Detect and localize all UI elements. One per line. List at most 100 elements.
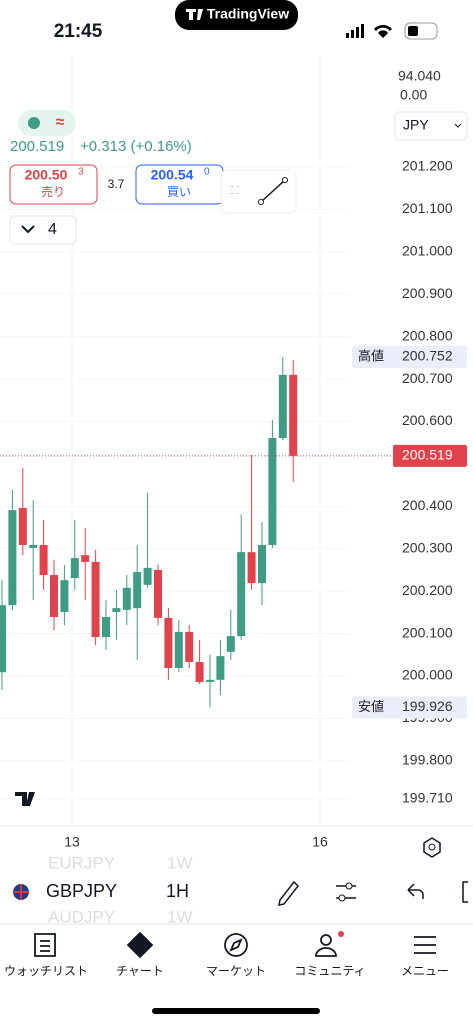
settings-icon[interactable] <box>423 837 441 858</box>
candle-body <box>50 575 58 618</box>
candle-body <box>185 631 194 663</box>
indicator-knob <box>345 882 353 890</box>
price-marker <box>352 696 467 719</box>
delayed-icon: ≈ <box>56 114 65 131</box>
nav-label: メニュー <box>401 964 449 978</box>
y-tick-label: 201.000 <box>402 243 453 259</box>
battery-level <box>408 26 418 36</box>
candle-body <box>247 552 256 584</box>
y-tick-label: 201.200 <box>402 158 453 174</box>
battery <box>404 22 438 40</box>
currency: JPY <box>403 117 429 133</box>
candle-body <box>133 572 142 609</box>
sell-price: 200.50 <box>25 167 68 183</box>
undo-icon[interactable] <box>407 883 424 899</box>
candle-body <box>174 631 183 668</box>
nav-label: ウォッチリスト <box>4 964 88 978</box>
candle-body <box>18 508 27 545</box>
candle-body <box>29 544 38 548</box>
drawing-tool-panel[interactable] <box>220 169 297 214</box>
y-tick-label: 200.200 <box>402 582 453 598</box>
nav-icons <box>34 931 436 959</box>
candle-body <box>70 558 79 579</box>
y-tick-label: 199.710 <box>402 790 453 806</box>
price-marker-label: 高値 <box>358 348 384 363</box>
y-tick-label: 201.100 <box>402 200 453 216</box>
y-tick-label: 200.100 <box>402 624 453 640</box>
y-tick-label: 200.300 <box>402 539 453 555</box>
indicator-count: 4 <box>48 221 57 238</box>
status-pill[interactable] <box>18 110 76 136</box>
faded-interval: 1W <box>167 907 193 926</box>
candle-body <box>206 679 214 682</box>
settings-icon-core <box>428 843 436 851</box>
faded-interval: 1W <box>167 853 193 872</box>
candle-body <box>122 587 131 610</box>
flag-cross <box>13 884 29 900</box>
watermark <box>15 792 35 806</box>
fullscreen-icon[interactable] <box>462 881 468 903</box>
y-tick-label: 200.700 <box>402 370 453 386</box>
y-tick-label: 200.900 <box>402 285 453 301</box>
clock: 21:45 <box>54 21 103 42</box>
quote-change: +0.313 (+0.16%) <box>80 138 192 155</box>
interval[interactable]: 1H <box>166 881 189 901</box>
nav-label: チャート <box>116 964 164 978</box>
chevron <box>21 225 35 234</box>
trendline-point <box>282 177 288 183</box>
price-marker-value: 200.752 <box>402 348 453 364</box>
last-price-badge <box>393 444 467 467</box>
drag-handle <box>231 186 239 194</box>
trendline-point <box>258 199 264 205</box>
x-tick-label: 16 <box>312 834 328 850</box>
draw-icon[interactable] <box>278 880 299 906</box>
y-tick-label: 200.000 <box>402 667 453 683</box>
market-open-dot <box>28 117 40 129</box>
buy-price: 200.54 <box>151 167 194 183</box>
candle-body <box>195 662 204 682</box>
y-tick-label: 200.400 <box>402 497 453 513</box>
candle-body <box>81 555 90 562</box>
candle-body <box>226 636 235 652</box>
island <box>175 0 298 30</box>
candle-body <box>91 561 100 637</box>
candle-body <box>102 617 110 637</box>
candle-body <box>8 510 17 606</box>
faded-symbol: EURJPY <box>48 853 115 872</box>
candle-body <box>60 580 69 612</box>
y-tick-label: 199.800 <box>402 752 453 768</box>
app-name: TradingView <box>207 6 289 22</box>
sell-label: 売り <box>41 184 65 199</box>
wifi <box>374 24 392 38</box>
candle-body <box>216 656 225 680</box>
indicator-knob <box>338 894 346 902</box>
candle-body <box>278 374 287 439</box>
candle-body <box>154 569 162 618</box>
price-marker-label: 安値 <box>358 699 384 714</box>
faded-symbol: AUDJPY <box>48 907 115 926</box>
currency-select[interactable] <box>394 111 468 141</box>
indicator-toggle[interactable] <box>9 215 77 245</box>
candle-body <box>268 438 277 545</box>
candle-body <box>143 567 152 585</box>
buy-label: 買い <box>167 185 191 199</box>
spread: 3.7 <box>108 177 125 191</box>
candle-body <box>112 608 121 612</box>
candle-body <box>289 374 298 456</box>
top-label: 0.00 <box>400 87 427 103</box>
candle-body <box>164 617 173 668</box>
y-tick-label: 200.600 <box>402 412 453 428</box>
sell-button[interactable] <box>9 164 98 205</box>
nav-label: コミュニティ <box>294 964 365 978</box>
candle-body <box>258 544 266 584</box>
sell-price-tail: 3 <box>78 167 84 178</box>
buy-price-tail: 0 <box>204 167 210 178</box>
price-marker-value: 199.926 <box>402 698 453 714</box>
symbol[interactable]: GBPJPY <box>46 881 117 901</box>
chevron <box>454 123 462 128</box>
signal <box>346 24 364 38</box>
x-tick-label: 13 <box>64 834 80 850</box>
tv-logo <box>186 9 203 20</box>
